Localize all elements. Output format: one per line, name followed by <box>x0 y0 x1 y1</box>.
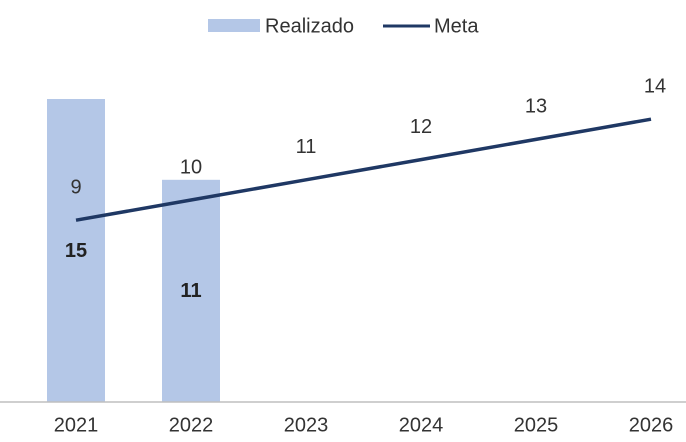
legend-label: Meta <box>434 15 479 37</box>
bar <box>47 99 105 402</box>
bar <box>162 179 220 402</box>
data-label: 10 <box>180 156 202 178</box>
data-label: 9 <box>70 176 81 198</box>
line <box>75 117 652 222</box>
x-tick-label: 2022 <box>169 414 214 436</box>
data-label: 11 <box>180 280 201 302</box>
x-tick-label: 2026 <box>629 414 674 436</box>
data-label: 12 <box>410 116 432 138</box>
x-tick-label: 2025 <box>514 414 559 436</box>
data-label: 13 <box>525 96 547 118</box>
x-tick-label: 2023 <box>284 414 329 436</box>
data-label: 15 <box>65 240 87 262</box>
legend-swatch <box>208 19 260 32</box>
legend-label: Realizado <box>265 15 354 37</box>
x-tick-label: 2021 <box>54 414 99 436</box>
x-tick-label: 2024 <box>399 414 444 436</box>
data-label: 14 <box>644 75 666 97</box>
data-label: 11 <box>296 136 317 158</box>
